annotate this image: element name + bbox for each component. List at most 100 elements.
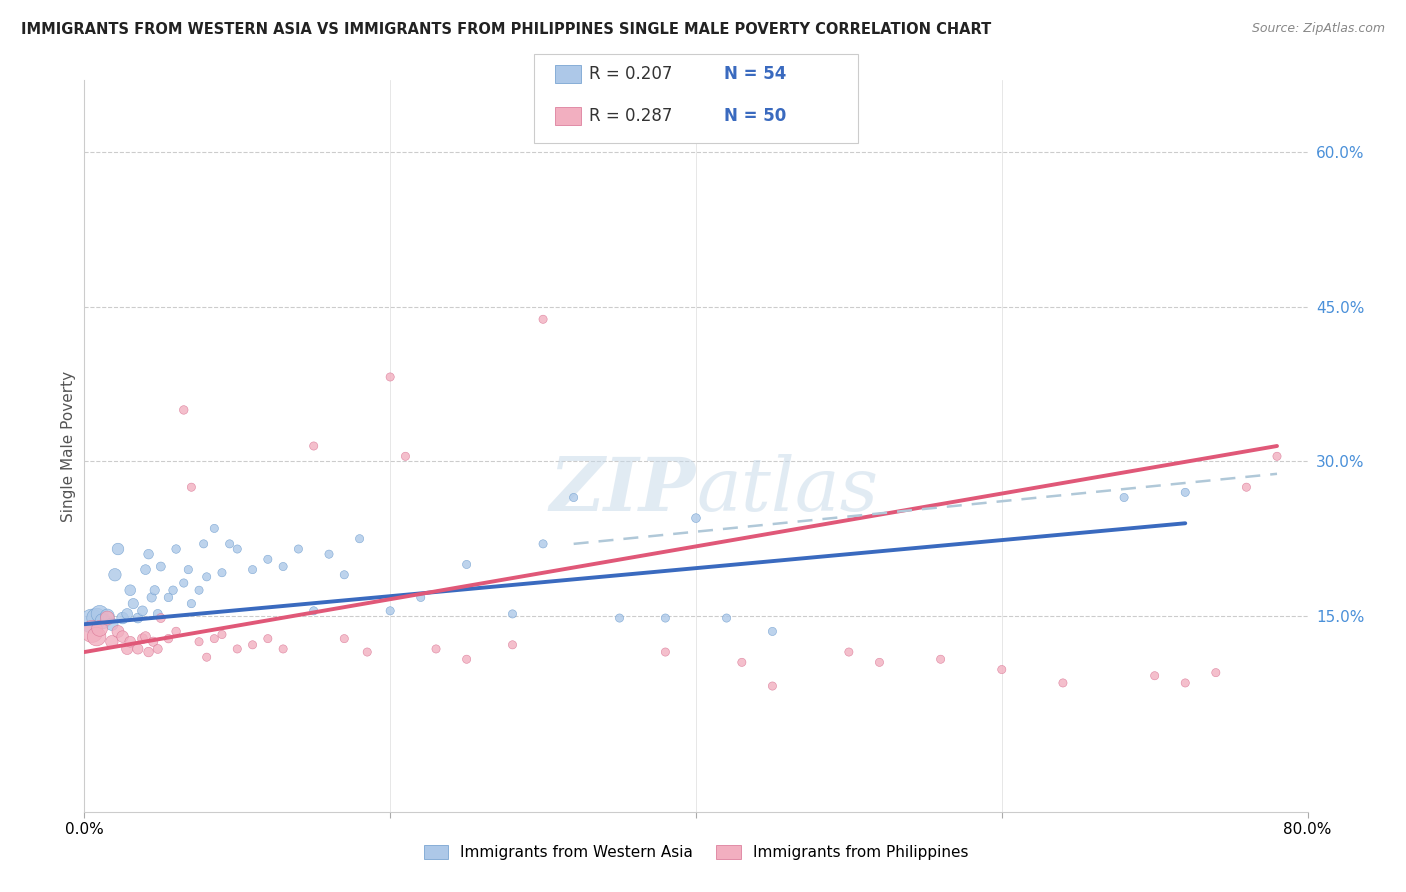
Point <box>226 642 249 657</box>
Point <box>135 630 157 644</box>
Point <box>188 583 211 598</box>
Point <box>502 638 524 652</box>
Point <box>257 632 280 646</box>
Point <box>226 541 249 556</box>
Point <box>146 607 169 621</box>
Point <box>991 663 1014 677</box>
Point <box>173 576 195 591</box>
Point <box>89 607 111 621</box>
Point <box>425 642 447 657</box>
Point <box>177 563 200 577</box>
Point <box>180 597 202 611</box>
Text: N = 54: N = 54 <box>724 65 786 83</box>
Point <box>257 552 280 566</box>
Point <box>120 634 142 648</box>
Point <box>531 312 554 326</box>
Point <box>211 566 233 580</box>
Point <box>1205 665 1227 680</box>
Point <box>731 656 754 670</box>
Point <box>271 559 294 574</box>
Point <box>1143 669 1166 683</box>
Legend: Immigrants from Western Asia, Immigrants from Philippines: Immigrants from Western Asia, Immigrants… <box>418 838 974 866</box>
Point <box>141 591 163 605</box>
Point <box>456 652 478 666</box>
Point <box>165 624 187 639</box>
Point <box>202 632 225 646</box>
Point <box>394 450 416 464</box>
Point <box>333 632 356 646</box>
Point <box>80 614 103 628</box>
Point <box>761 679 783 693</box>
Point <box>869 656 891 670</box>
Point <box>761 624 783 639</box>
Point <box>531 537 554 551</box>
Point <box>716 611 738 625</box>
Point <box>562 491 585 505</box>
Point <box>838 645 860 659</box>
Point <box>149 559 172 574</box>
Point <box>173 403 195 417</box>
Point <box>380 604 402 618</box>
Point <box>149 611 172 625</box>
Point <box>211 627 233 641</box>
Point <box>180 480 202 494</box>
Text: ZIP: ZIP <box>550 454 696 526</box>
Text: atlas: atlas <box>696 454 879 526</box>
Point <box>356 645 378 659</box>
Point <box>86 630 108 644</box>
Point <box>193 537 215 551</box>
Point <box>609 611 631 625</box>
Point <box>409 591 432 605</box>
Point <box>380 370 402 384</box>
Point <box>333 567 356 582</box>
Point <box>157 632 180 646</box>
Point <box>96 611 118 625</box>
Point <box>302 604 325 618</box>
Point <box>111 611 134 625</box>
Point <box>115 642 138 657</box>
Text: IMMIGRANTS FROM WESTERN ASIA VS IMMIGRANTS FROM PHILIPPINES SINGLE MALE POVERTY : IMMIGRANTS FROM WESTERN ASIA VS IMMIGRAN… <box>21 22 991 37</box>
Point <box>202 521 225 535</box>
Point <box>89 621 111 635</box>
Text: R = 0.207: R = 0.207 <box>589 65 672 83</box>
Point <box>318 547 340 561</box>
Text: N = 50: N = 50 <box>724 107 786 125</box>
Point <box>1174 485 1197 500</box>
Point <box>1174 676 1197 690</box>
Point <box>242 638 264 652</box>
Point <box>107 624 129 639</box>
Point <box>302 439 325 453</box>
Point <box>162 583 184 598</box>
Text: R = 0.287: R = 0.287 <box>589 107 672 125</box>
Point <box>91 614 114 628</box>
Point <box>1265 450 1288 464</box>
Point <box>120 583 142 598</box>
Point <box>1236 480 1258 494</box>
Point <box>131 632 153 646</box>
Point <box>86 611 108 625</box>
Point <box>111 630 134 644</box>
Point <box>80 624 103 639</box>
Point <box>135 563 157 577</box>
Point <box>146 642 169 657</box>
Point <box>1052 676 1074 690</box>
Point <box>502 607 524 621</box>
Point <box>287 541 309 556</box>
Point <box>143 583 166 598</box>
Point <box>218 537 240 551</box>
Point <box>195 650 218 665</box>
Point <box>107 541 129 556</box>
Point <box>929 652 952 666</box>
Point <box>242 563 264 577</box>
Point <box>101 617 124 632</box>
Point <box>96 609 118 624</box>
Point <box>654 611 676 625</box>
Point <box>138 547 160 561</box>
Point <box>456 558 478 572</box>
Point <box>349 532 371 546</box>
Point <box>127 642 149 657</box>
Point <box>654 645 676 659</box>
Point <box>115 607 138 621</box>
Point <box>165 541 187 556</box>
Point <box>1114 491 1136 505</box>
